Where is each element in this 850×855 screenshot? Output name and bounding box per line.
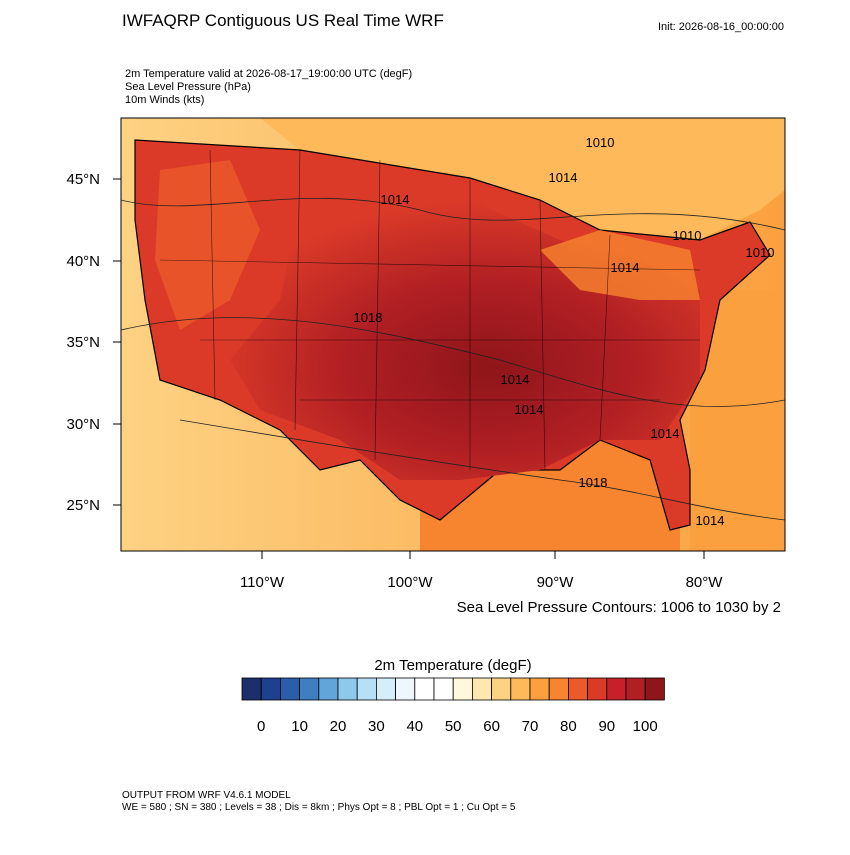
colorbar-box <box>548 677 569 701</box>
colorbar-box <box>356 677 377 701</box>
contour-label: 1010 <box>673 228 702 243</box>
contour-label: 1014 <box>381 192 410 207</box>
colorbar-label: 0 <box>257 718 265 735</box>
colorbar-label: 90 <box>598 718 615 735</box>
lat-label: 30°N <box>66 416 100 433</box>
contour-label: 1014 <box>549 170 578 185</box>
field-line: Sea Level Pressure (hPa) <box>125 81 251 93</box>
footer-line: OUTPUT FROM WRF V4.6.1 MODEL <box>122 790 291 801</box>
lon-label: 110°W <box>240 574 285 591</box>
colorbar-label: 50 <box>445 718 462 735</box>
colorbar-box <box>644 677 665 701</box>
northeast <box>540 230 700 300</box>
pressure-contours <box>121 198 785 521</box>
colorbar-title: 2m Temperature (degF) <box>374 657 531 674</box>
lat-label: 35°N <box>66 334 100 351</box>
lon-label: 100°W <box>387 574 433 591</box>
contour-labels: 1010 1014 1014 1010 1010 1014 1018 1014 1014 1018… <box>354 135 775 528</box>
map-axes: 45°N 40°N 35°N 30°N 25°N 110°W 100°W 90°W 80°W <box>66 171 723 591</box>
colorbar-label: 10 <box>291 718 308 735</box>
lon-label: 90°W <box>537 574 575 591</box>
contour-label: 1014 <box>501 372 530 387</box>
state-borders <box>159 149 701 471</box>
colorbar-box <box>510 677 531 701</box>
canada <box>121 118 785 240</box>
colorbar-label: 100 <box>633 718 658 735</box>
footer-line: WE = 580 ; SN = 380 ; Levels = 38 ; Dis … <box>122 802 516 813</box>
colorbar-box <box>279 677 300 701</box>
contour-label: 1014 <box>651 426 680 441</box>
colorbar-box <box>529 677 550 701</box>
mountain-west <box>155 160 260 330</box>
title: IWFAQRP Contiguous US Real Time WRF <box>122 11 444 30</box>
lat-label: 45°N <box>66 171 100 188</box>
colorbar-box <box>241 677 262 701</box>
colorbar-label: 40 <box>406 718 423 735</box>
contour-label: 1014 <box>611 260 640 275</box>
lat-label: 40°N <box>66 253 100 270</box>
contour-label: 1014 <box>515 402 544 417</box>
colorbar-box <box>471 677 492 701</box>
colorbar-box <box>625 677 646 701</box>
colorbar-box <box>395 677 416 701</box>
map-frame <box>120 117 786 552</box>
colorbar-box <box>337 677 358 701</box>
lon-label: 80°W <box>686 574 724 591</box>
contour-label: 1010 <box>746 245 775 260</box>
contour-label: 1010 <box>586 135 615 150</box>
contour-label: 1014 <box>696 513 725 528</box>
field-list: 2m Temperature valid at 2026-08-17_19:00… <box>125 68 412 106</box>
colorbar-box <box>433 677 454 701</box>
colorbar-label: 80 <box>560 718 577 735</box>
colorbar-box <box>375 677 396 701</box>
colorbar-box <box>452 677 473 701</box>
colorbar-label: 30 <box>368 718 385 735</box>
colorbar-box <box>299 677 320 701</box>
contour-label: 1018 <box>354 310 383 325</box>
colorbar-box <box>318 677 339 701</box>
colorbar-box <box>587 677 608 701</box>
lat-label: 25°N <box>66 497 100 514</box>
colorbar-box <box>606 677 627 701</box>
colorbar: 0 10 20 30 40 50 60 70 80 90 100 <box>241 677 665 735</box>
init-time: Init: 2026-08-16_00:00:00 <box>658 21 784 33</box>
field-line: 2m Temperature valid at 2026-08-17_19:00… <box>125 68 412 80</box>
field-line: 10m Winds (kts) <box>125 94 204 106</box>
contour-label: 1018 <box>579 475 608 490</box>
map-area: 1010 1014 1014 1010 1010 1014 1018 1014 1014 1018… <box>121 118 785 551</box>
colorbar-label: 60 <box>483 718 500 735</box>
colorbar-label: 20 <box>330 718 347 735</box>
contour-caption: Sea Level Pressure Contours: 1006 to 103… <box>457 599 781 616</box>
colorbar-box <box>491 677 512 701</box>
colorbar-label: 70 <box>522 718 539 735</box>
colorbar-box <box>414 677 435 701</box>
colorbar-box <box>568 677 589 701</box>
colorbar-box <box>260 677 281 701</box>
